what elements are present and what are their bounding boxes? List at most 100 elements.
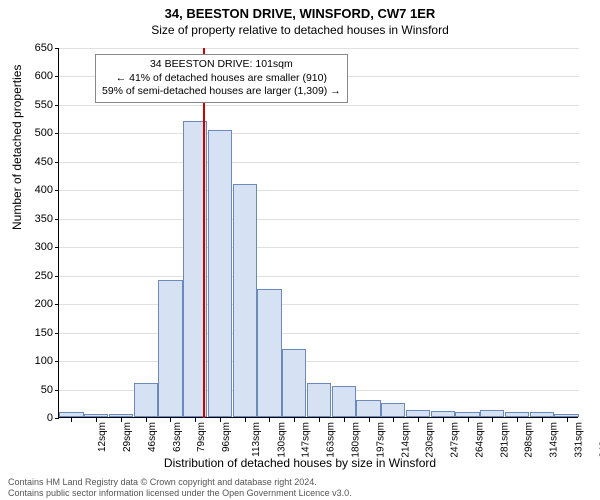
x-tick-label: 180sqm	[351, 422, 362, 458]
grid-line	[59, 162, 579, 163]
x-tick-label: 298sqm	[524, 422, 535, 458]
chart-title-sub: Size of property relative to detached ho…	[0, 23, 600, 37]
chart-title-block: 34, BEESTON DRIVE, WINSFORD, CW7 1ER Siz…	[0, 0, 600, 37]
y-tick-label: 100	[25, 355, 53, 367]
x-tick-mark	[71, 418, 72, 422]
y-tick-mark	[55, 418, 59, 419]
y-tick-label: 600	[25, 70, 53, 82]
x-tick-label: 214sqm	[400, 422, 411, 458]
y-tick-mark	[55, 48, 59, 49]
footer-attribution: Contains HM Land Registry data © Crown c…	[8, 477, 352, 498]
histogram-bar	[59, 412, 83, 417]
x-tick-mark	[517, 418, 518, 422]
y-tick-mark	[55, 390, 59, 391]
y-tick-mark	[55, 105, 59, 106]
x-tick-mark	[195, 418, 196, 422]
y-tick-mark	[55, 247, 59, 248]
x-tick-label: 147sqm	[301, 422, 312, 458]
grid-line	[59, 219, 579, 220]
footer-line-2: Contains public sector information licen…	[8, 488, 352, 498]
x-tick-mark	[542, 418, 543, 422]
x-tick-label: 264sqm	[474, 422, 485, 458]
annotation-line-3: 59% of semi-detached houses are larger (…	[102, 85, 341, 99]
x-tick-mark	[443, 418, 444, 422]
y-tick-label: 0	[25, 412, 53, 424]
x-tick-mark	[170, 418, 171, 422]
histogram-bar	[480, 410, 504, 417]
footer-line-1: Contains HM Land Registry data © Crown c…	[8, 477, 352, 487]
x-tick-mark	[567, 418, 568, 422]
y-tick-mark	[55, 276, 59, 277]
x-tick-mark	[468, 418, 469, 422]
histogram-bar	[554, 414, 578, 417]
y-tick-mark	[55, 304, 59, 305]
x-tick-label: 331sqm	[573, 422, 584, 458]
y-tick-mark	[55, 333, 59, 334]
x-tick-mark	[96, 418, 97, 422]
histogram-bar	[208, 130, 232, 417]
histogram-bar	[307, 383, 331, 417]
y-tick-mark	[55, 190, 59, 191]
histogram-bar	[530, 412, 554, 417]
x-tick-label: 46sqm	[147, 422, 158, 452]
x-tick-mark	[269, 418, 270, 422]
y-tick-label: 400	[25, 184, 53, 196]
y-axis-label: Number of detached properties	[10, 65, 24, 230]
chart-title-main: 34, BEESTON DRIVE, WINSFORD, CW7 1ER	[0, 6, 600, 21]
x-tick-label: 63sqm	[172, 422, 183, 452]
y-tick-mark	[55, 219, 59, 220]
x-tick-mark	[492, 418, 493, 422]
annotation-box: 34 BEESTON DRIVE: 101sqm← 41% of detache…	[95, 54, 348, 103]
grid-line	[59, 48, 579, 49]
histogram-bar	[505, 412, 529, 417]
x-tick-label: 314sqm	[549, 422, 560, 458]
y-tick-mark	[55, 361, 59, 362]
x-tick-label: 130sqm	[276, 422, 287, 458]
y-tick-mark	[55, 133, 59, 134]
y-tick-label: 50	[25, 384, 53, 396]
x-tick-label: 230sqm	[425, 422, 436, 458]
annotation-line-2: ← 41% of detached houses are smaller (91…	[102, 72, 341, 86]
histogram-bar	[158, 280, 182, 417]
x-tick-label: 163sqm	[326, 422, 337, 458]
histogram-bar	[109, 414, 133, 417]
y-tick-label: 650	[25, 42, 53, 54]
grid-line	[59, 105, 579, 106]
histogram-bar	[332, 386, 356, 417]
histogram-bar	[134, 383, 158, 417]
chart-area: 0501001502002503003504004505005506006501…	[58, 48, 578, 418]
grid-line	[59, 276, 579, 277]
grid-line	[59, 333, 579, 334]
x-tick-label: 79sqm	[196, 422, 207, 452]
y-tick-mark	[55, 76, 59, 77]
histogram-bar	[356, 400, 380, 417]
x-tick-label: 12sqm	[97, 422, 108, 452]
x-tick-label: 29sqm	[122, 422, 133, 452]
y-tick-label: 300	[25, 241, 53, 253]
y-tick-label: 350	[25, 213, 53, 225]
y-tick-label: 250	[25, 270, 53, 282]
histogram-bar	[282, 349, 306, 417]
x-tick-mark	[344, 418, 345, 422]
x-tick-mark	[220, 418, 221, 422]
grid-line	[59, 133, 579, 134]
grid-line	[59, 304, 579, 305]
annotation-line-1: 34 BEESTON DRIVE: 101sqm	[102, 58, 341, 72]
x-tick-mark	[369, 418, 370, 422]
y-tick-label: 150	[25, 327, 53, 339]
histogram-bar	[84, 414, 108, 417]
histogram-bar	[431, 411, 455, 417]
grid-line	[59, 247, 579, 248]
histogram-bar	[381, 403, 405, 417]
x-tick-mark	[146, 418, 147, 422]
x-tick-label: 247sqm	[450, 422, 461, 458]
property-marker-line	[203, 48, 205, 418]
x-tick-label: 197sqm	[375, 422, 386, 458]
x-axis-label: Distribution of detached houses by size …	[0, 456, 600, 470]
histogram-bar	[455, 412, 479, 417]
plot-area: 0501001502002503003504004505005506006501…	[58, 48, 578, 418]
x-tick-label: 281sqm	[499, 422, 510, 458]
y-tick-label: 500	[25, 127, 53, 139]
x-tick-mark	[294, 418, 295, 422]
x-tick-label: 96sqm	[221, 422, 232, 452]
